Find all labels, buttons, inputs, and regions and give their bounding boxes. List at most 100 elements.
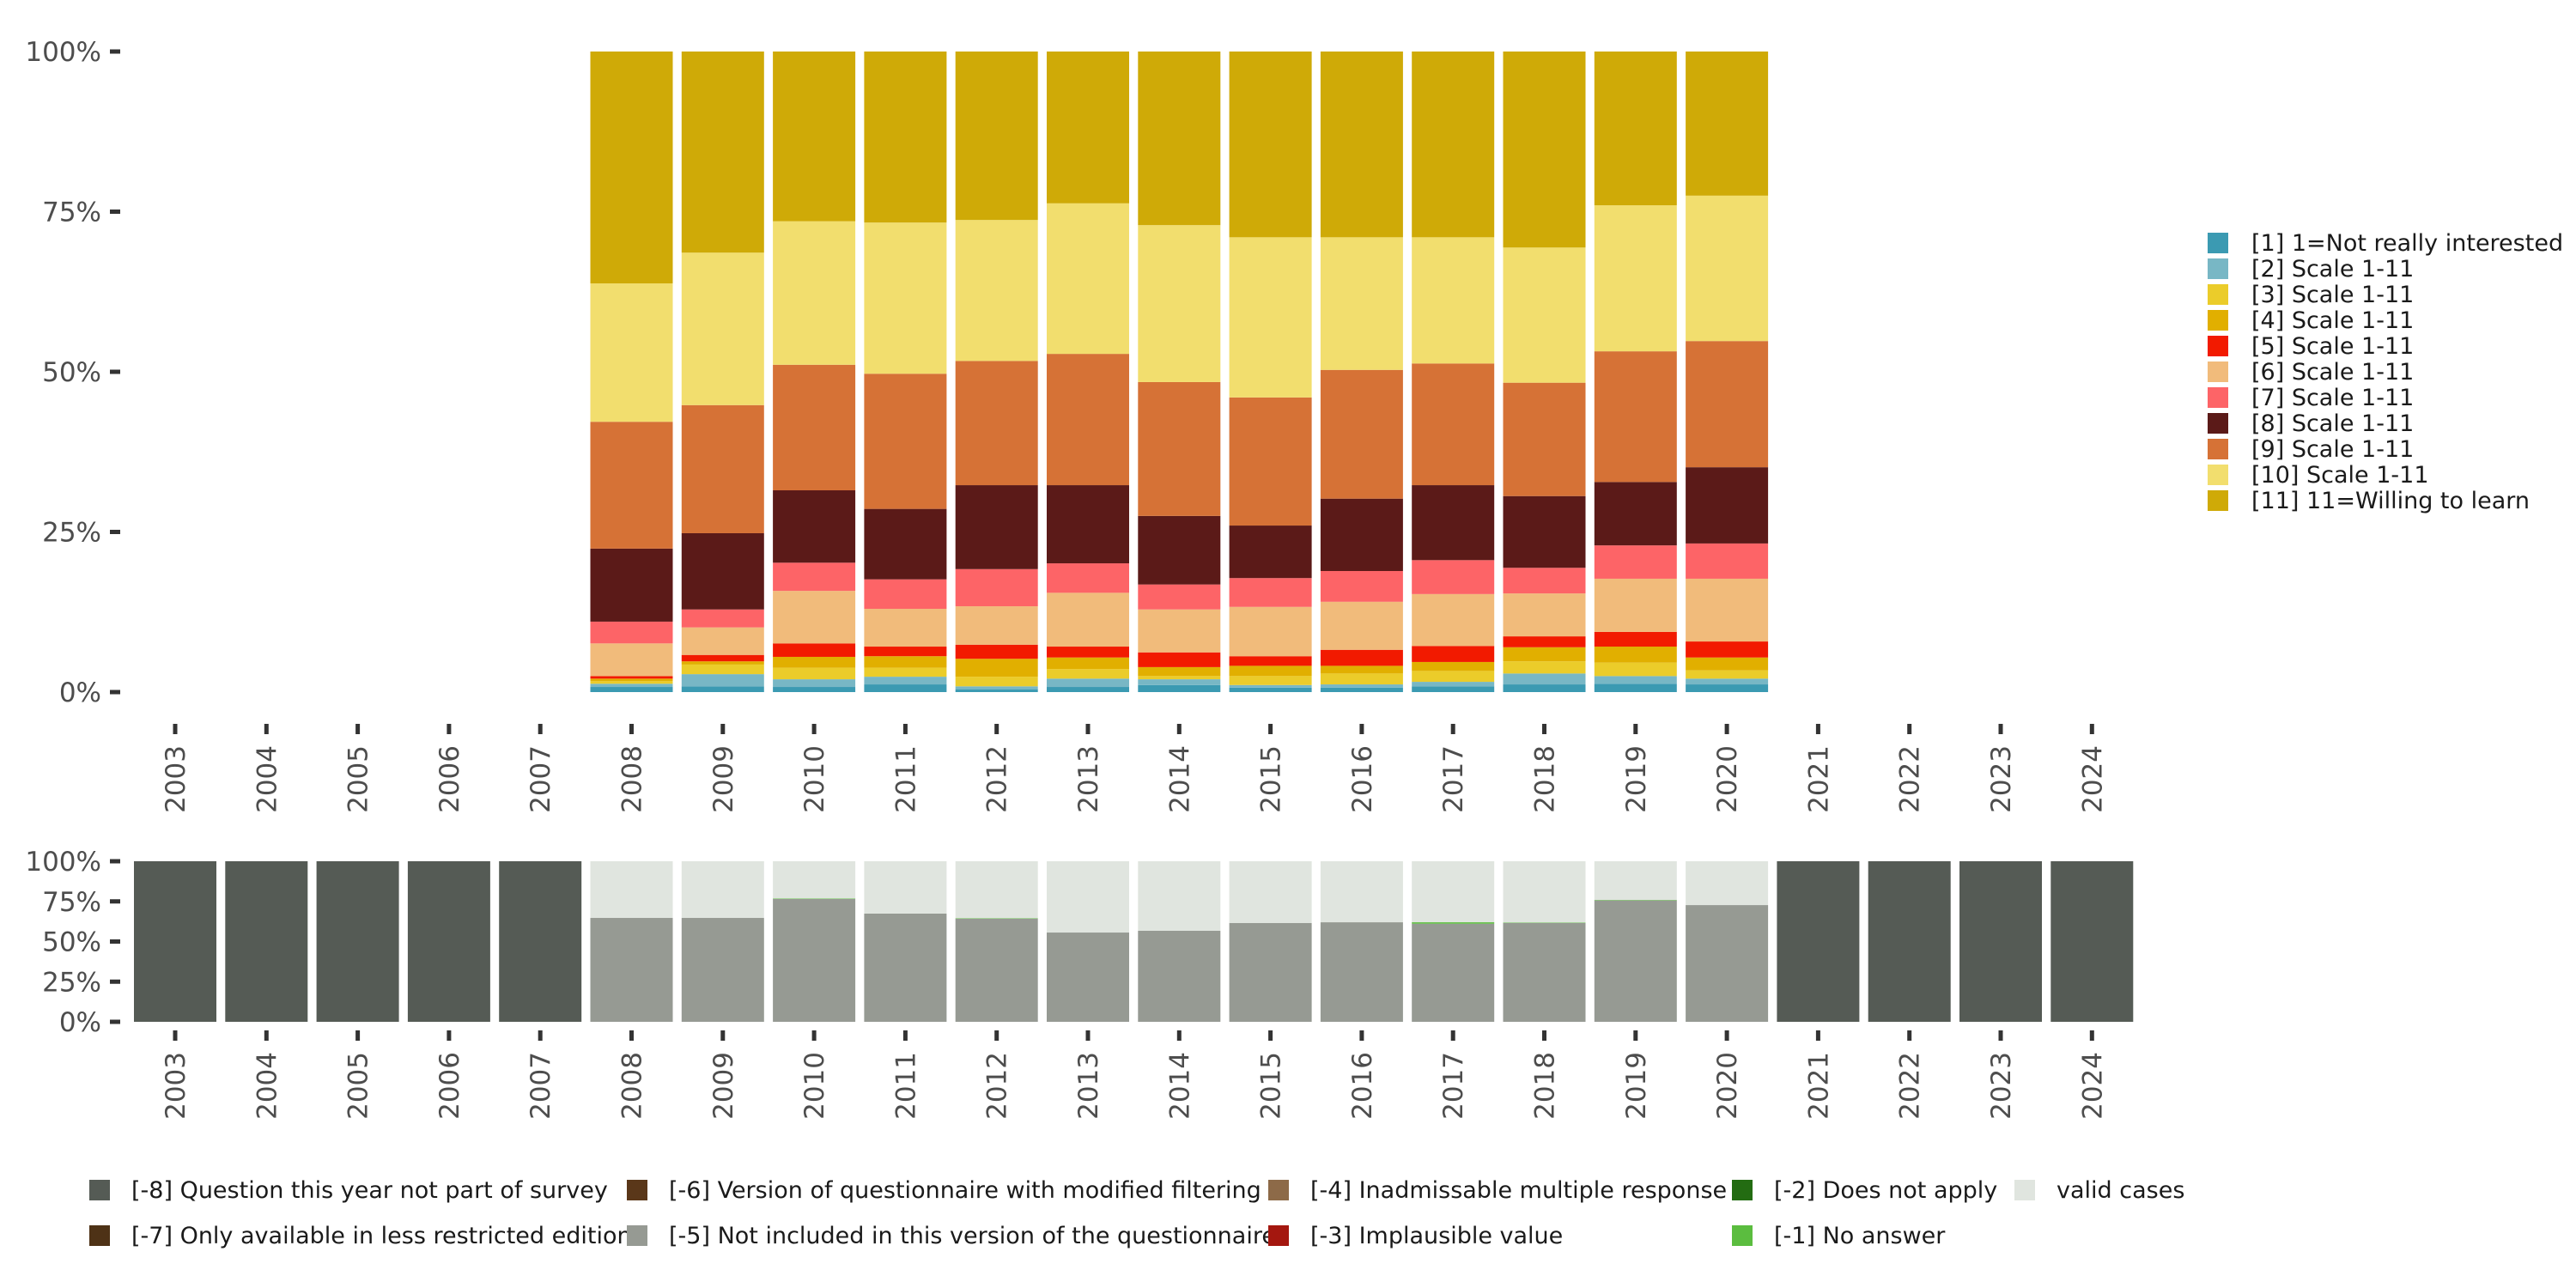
top-x-tick-label: 2020	[1712, 745, 1743, 813]
top-bar-segment-2020-s7	[1686, 467, 1769, 544]
top-bar-segment-2015-s3	[1229, 665, 1312, 677]
legend-label: [-6] Version of questionnaire with modif…	[669, 1177, 1261, 1204]
top-bar-segment-2017-s0	[1412, 686, 1495, 692]
top-bar-segment-2010-s0	[773, 687, 856, 692]
top-x-tick-label: 2006	[434, 745, 465, 813]
legend-label: [8] Scale 1-11	[2251, 410, 2414, 437]
bottom-y-tick-label: 25%	[42, 967, 101, 998]
bottom-y-tick-label: 50%	[42, 927, 101, 958]
top-bar-segment-2009-s0	[681, 686, 764, 692]
bottom-bar-segment-2003-s0	[134, 861, 216, 1022]
top-bar-segment-2019-s4	[1594, 631, 1677, 647]
bottom-bar-segment-2024-s0	[2050, 861, 2134, 1022]
legend-key-swatch	[2208, 439, 2228, 459]
top-x-tick-label: 2016	[1347, 745, 1378, 813]
top-bar-segment-2020-s8	[1686, 341, 1769, 468]
top-bar-segment-2012-s10	[955, 52, 1038, 221]
top-bar-segment-2019-s3	[1594, 647, 1677, 663]
top-y-tick-label: 100%	[25, 37, 101, 68]
top-bar-segment-2009-s9	[681, 252, 764, 405]
top-bar-segment-2011-s1	[864, 677, 947, 685]
top-bar-segment-2013-s6	[1047, 563, 1129, 593]
bottom-bar-segment-2015-s3	[1229, 922, 1312, 1022]
top-x-tick-label: 2013	[1073, 745, 1104, 813]
top-x-tick-label: 2019	[1621, 745, 1652, 813]
legend-label: [-7] Only available in less restricted e…	[131, 1223, 632, 1249]
legend-key-swatch	[2208, 361, 2228, 382]
bottom-x-tick-label: 2023	[1986, 1052, 2017, 1120]
bottom-bar-segment-2017-s3	[1412, 923, 1495, 1022]
top-bar-segment-2019-s5	[1594, 578, 1677, 632]
top-bar-segment-2018-s2	[1503, 661, 1586, 674]
bottom-x-tick-label: 2011	[890, 1052, 921, 1120]
bottom-bar-segment-2009-s3	[681, 918, 764, 1022]
legend-bottom-item: [-3] Implausible value	[1268, 1223, 1563, 1249]
legend-right-item: [10] Scale 1-11	[2208, 462, 2429, 489]
top-bar-segment-2013-s2	[1047, 669, 1129, 679]
bottom-bar-segment-2022-s0	[1868, 861, 1951, 1022]
top-bar-segment-2018-s8	[1503, 382, 1586, 496]
legend-key-swatch	[2208, 284, 2228, 305]
top-bar-segment-2008-s4	[590, 676, 673, 679]
bottom-bar-segment-2020-s8	[1686, 861, 1769, 906]
bottom-bar-segment-2008-s3	[590, 918, 673, 1022]
bottom-bar-segment-2011-s3	[864, 913, 947, 1022]
top-x-tick-label: 2004	[252, 745, 283, 813]
top-bar-segment-2010-s3	[773, 656, 856, 668]
top-bar-segment-2011-s8	[864, 374, 947, 509]
legend-key-swatch	[1268, 1180, 1289, 1200]
top-bar-segment-2018-s1	[1503, 673, 1586, 685]
top-bar-segment-2008-s0	[590, 687, 673, 692]
top-bar-segment-2020-s4	[1686, 641, 1769, 658]
legend-bottom-item: [-6] Version of questionnaire with modif…	[627, 1177, 1261, 1204]
legend-right-item: [7] Scale 1-11	[2208, 385, 2414, 411]
top-bar-segment-2013-s7	[1047, 485, 1129, 564]
top-bar-segment-2017-s7	[1412, 485, 1495, 561]
top-bar-segment-2011-s10	[864, 52, 947, 223]
bottom-x-tick-label: 2006	[434, 1052, 465, 1120]
top-bar-segment-2008-s10	[590, 52, 673, 284]
top-x-tick-label: 2008	[617, 745, 648, 813]
top-bar-segment-2011-s6	[864, 579, 947, 610]
legend-key-swatch	[89, 1180, 110, 1200]
top-bar-segment-2017-s1	[1412, 682, 1495, 687]
top-bar-segment-2017-s6	[1412, 560, 1495, 594]
top-bar-segment-2010-s5	[773, 591, 856, 644]
top-bar-segment-2008-s1	[590, 683, 673, 688]
top-bar-segment-2014-s1	[1138, 679, 1221, 685]
top-bar-segment-2012-s7	[955, 485, 1038, 569]
bottom-y-tick-label: 100%	[25, 847, 101, 878]
top-x-tick-label: 2021	[1803, 745, 1834, 813]
top-bar-segment-2020-s5	[1686, 578, 1769, 642]
bottom-x-tick-label: 2003	[161, 1052, 191, 1120]
legend-key-swatch	[2208, 310, 2228, 331]
top-bar-segment-2014-s2	[1138, 676, 1221, 680]
top-bar-segment-2012-s4	[955, 644, 1038, 659]
top-bar-segment-2015-s10	[1229, 52, 1312, 238]
top-bar-segment-2019-s8	[1594, 351, 1677, 483]
top-x-tick-label: 2018	[1530, 745, 1561, 813]
top-bar-segment-2018-s9	[1503, 247, 1586, 383]
legend-label: [11] 11=Willing to learn	[2251, 488, 2530, 514]
top-bar-segment-2014-s9	[1138, 225, 1221, 382]
top-bar-segment-2019-s2	[1594, 662, 1677, 677]
legend-bottom-item: [-8] Question this year not part of surv…	[89, 1177, 608, 1204]
top-bar-segment-2009-s6	[681, 609, 764, 628]
bottom-x-tick-label: 2007	[526, 1052, 556, 1120]
legend-label: [2] Scale 1-11	[2251, 256, 2414, 283]
top-bar-segment-2019-s9	[1594, 205, 1677, 352]
top-bar-segment-2014-s6	[1138, 584, 1221, 610]
top-bar-segment-2014-s7	[1138, 515, 1221, 585]
top-bar-segment-2012-s6	[955, 568, 1038, 607]
legend-label: [-8] Question this year not part of surv…	[131, 1177, 608, 1204]
top-bar-segment-2017-s8	[1412, 363, 1495, 486]
top-bar-segment-2009-s7	[681, 532, 764, 610]
top-bar-segment-2011-s2	[864, 667, 947, 677]
top-bar-segment-2013-s8	[1047, 354, 1129, 486]
legend-key-swatch	[2208, 490, 2228, 511]
top-bar-segment-2018-s5	[1503, 593, 1586, 637]
legend-label: [-1] No answer	[1774, 1223, 1946, 1249]
top-bar-segment-2019-s7	[1594, 482, 1677, 546]
top-bar-segment-2014-s8	[1138, 381, 1221, 516]
top-bar-segment-2013-s4	[1047, 647, 1129, 658]
